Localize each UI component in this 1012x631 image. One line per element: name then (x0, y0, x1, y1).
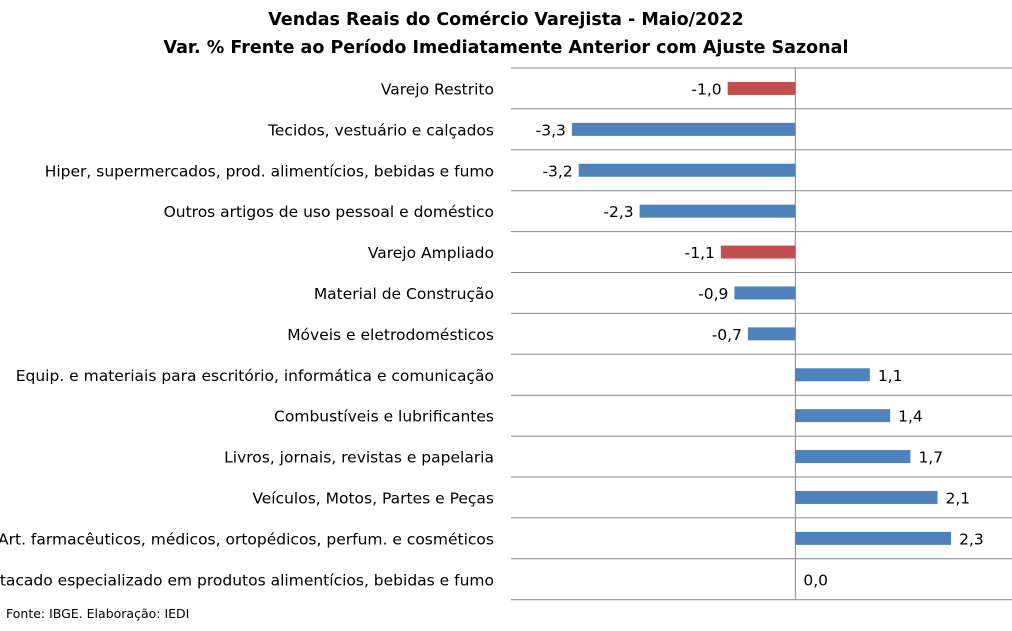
category-label: Varejo Ampliado (368, 244, 494, 262)
category-label: Móveis e eletrodomésticos (287, 326, 494, 344)
category-label: Outros artigos de uso pessoal e doméstic… (164, 203, 494, 221)
data-label: 2,3 (959, 530, 984, 548)
data-label: -1,1 (685, 244, 715, 262)
data-label: -3,3 (536, 121, 566, 139)
category-label: Hiper, supermercados, prod. alimentícios… (45, 162, 494, 180)
category-label: Art. farmacêuticos, médicos, ortopédicos… (0, 530, 494, 548)
data-label: -1,0 (691, 80, 721, 98)
category-label: Atacado especializado em produtos alimen… (0, 571, 494, 589)
data-label: 1,1 (878, 367, 903, 385)
category-label: Material de Construção (314, 285, 494, 303)
category-label: Tecidos, vestuário e calçados (267, 121, 494, 139)
chart-subtitle: Var. % Frente ao Período Imediatamente A… (163, 38, 849, 58)
bar (734, 286, 796, 300)
bar (639, 204, 796, 218)
bar (747, 327, 796, 341)
source-note: Fonte: IBGE. Elaboração: IEDI (6, 606, 190, 621)
bar (795, 531, 952, 545)
data-label: -0,7 (712, 326, 742, 344)
category-label: Varejo Restrito (381, 80, 494, 98)
chart-title: Vendas Reais do Comércio Varejista - Mai… (268, 10, 744, 30)
data-label: -0,9 (698, 285, 728, 303)
bar (720, 245, 796, 259)
bar (578, 163, 796, 177)
bar (795, 490, 938, 504)
chart-title-block: Vendas Reais do Comércio Varejista - Mai… (0, 6, 1012, 62)
data-label: -3,2 (542, 162, 572, 180)
category-label: Livros, jornais, revistas e papelaria (224, 449, 494, 467)
bar (795, 409, 891, 423)
bar (727, 81, 796, 95)
category-label: Equip. e materiais para escritório, info… (16, 367, 494, 385)
data-label: 1,7 (918, 449, 943, 467)
data-label: 2,1 (946, 489, 971, 507)
category-label: Veículos, Motos, Partes e Peças (252, 489, 494, 507)
data-label: 1,4 (898, 408, 923, 426)
bar (571, 122, 796, 136)
category-label: Combustíveis e lubrificantes (274, 408, 494, 426)
bar (795, 368, 870, 382)
bar (795, 450, 911, 464)
data-label: -2,3 (603, 203, 633, 221)
data-label: 0,0 (803, 571, 828, 589)
